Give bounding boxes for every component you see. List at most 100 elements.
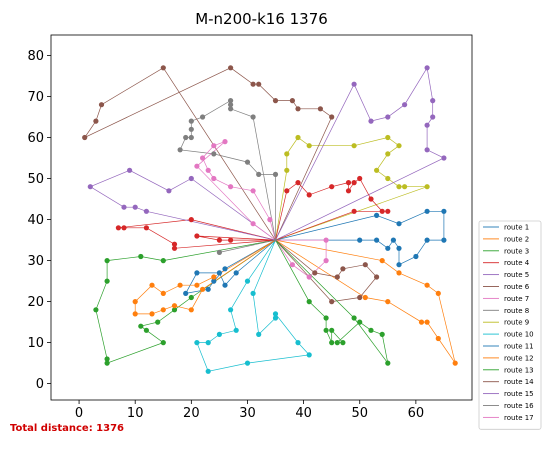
chart-title: M-n200-k16 1376 xyxy=(195,10,328,28)
customer-point xyxy=(396,184,402,190)
customer-point xyxy=(329,327,335,333)
route-line-14 xyxy=(83,67,333,241)
customer-point xyxy=(357,294,363,301)
customer-point xyxy=(374,274,380,280)
customer-point xyxy=(295,134,301,141)
x-axis: 0 10 20 30 40 50 60 xyxy=(75,400,424,421)
customer-point xyxy=(272,315,279,321)
legend-label: route 15 xyxy=(504,390,534,398)
customer-point xyxy=(334,340,340,346)
customer-point xyxy=(424,319,430,325)
customer-point xyxy=(379,258,385,264)
customer-point xyxy=(205,368,211,374)
customer-point xyxy=(171,307,178,313)
customer-point xyxy=(374,167,380,173)
customer-point xyxy=(295,180,301,186)
customer-point xyxy=(82,134,88,141)
customer-point xyxy=(256,81,262,87)
customer-point xyxy=(351,208,357,214)
customer-point xyxy=(216,331,222,337)
customer-point xyxy=(194,270,200,276)
legend-label: route 9 xyxy=(504,319,529,327)
customer-point xyxy=(362,294,368,301)
customer-point xyxy=(104,356,110,362)
customer-point xyxy=(329,340,335,346)
customer-point xyxy=(379,331,385,337)
x-tick-label: 30 xyxy=(239,406,256,421)
customer-point xyxy=(171,303,178,309)
customer-point xyxy=(385,175,391,182)
customer-point xyxy=(211,274,217,280)
y-tick-label: 80 xyxy=(27,49,44,64)
customer-point xyxy=(211,175,217,182)
customer-point xyxy=(396,221,402,227)
customer-point xyxy=(200,114,206,120)
customer-point xyxy=(138,323,144,329)
customer-point xyxy=(149,282,155,288)
customer-point xyxy=(160,340,166,346)
customer-point xyxy=(424,147,430,153)
customer-point xyxy=(272,98,279,104)
customer-point xyxy=(413,253,419,260)
customer-point xyxy=(424,65,430,71)
customer-point xyxy=(194,340,200,346)
legend: route 1 route 2 route 3 route 4 route 5 route… xyxy=(478,220,542,430)
customer-point xyxy=(385,151,391,157)
customer-point xyxy=(228,184,234,190)
customer-point xyxy=(351,143,357,149)
customer-point xyxy=(272,311,279,317)
customer-point xyxy=(362,262,368,268)
route-line-7 xyxy=(275,239,327,278)
customer-point xyxy=(435,335,441,342)
customer-point xyxy=(351,81,357,87)
customer-point xyxy=(222,139,228,145)
customer-point xyxy=(368,118,374,124)
customer-point xyxy=(385,299,391,305)
customer-point xyxy=(351,315,357,321)
legend-label: route 11 xyxy=(504,343,534,351)
depot-point xyxy=(273,238,278,242)
x-tick-label: 10 xyxy=(127,406,144,421)
y-tick-label: 50 xyxy=(27,172,44,187)
customer-point xyxy=(396,270,402,276)
customer-point xyxy=(188,134,194,141)
customer-point xyxy=(194,233,200,239)
legend-box xyxy=(478,220,542,430)
customer-point xyxy=(329,184,335,190)
x-tick-label: 50 xyxy=(351,406,368,421)
customer-point xyxy=(284,188,290,194)
customer-point xyxy=(329,114,335,120)
customer-point xyxy=(357,237,363,243)
customer-point xyxy=(396,143,402,149)
legend-label: route 13 xyxy=(504,366,534,374)
customer-point xyxy=(188,118,194,124)
customer-point xyxy=(306,299,312,305)
customer-point xyxy=(121,204,127,210)
customer-point xyxy=(216,249,222,255)
customer-point xyxy=(385,208,391,214)
customer-point xyxy=(233,327,239,333)
customer-point xyxy=(345,180,352,186)
customer-point xyxy=(216,237,222,243)
customer-point xyxy=(188,126,194,132)
customer-point xyxy=(430,98,436,104)
customer-point xyxy=(250,114,256,120)
customer-point xyxy=(183,290,189,296)
customer-point xyxy=(166,188,172,194)
customer-point xyxy=(402,102,408,108)
customer-point xyxy=(216,270,222,276)
customer-point xyxy=(177,282,183,288)
x-tick-label: 0 xyxy=(75,406,83,421)
customer-point xyxy=(329,299,335,305)
customer-point xyxy=(256,331,262,337)
customer-point xyxy=(357,175,363,182)
customer-point xyxy=(132,311,138,317)
customer-point xyxy=(357,319,363,325)
customer-point xyxy=(284,167,290,173)
customer-point xyxy=(435,290,441,296)
customer-point xyxy=(424,208,430,214)
y-tick-label: 70 xyxy=(27,90,44,105)
customer-point xyxy=(205,286,211,292)
customer-point xyxy=(222,266,228,272)
customer-point xyxy=(385,360,391,366)
